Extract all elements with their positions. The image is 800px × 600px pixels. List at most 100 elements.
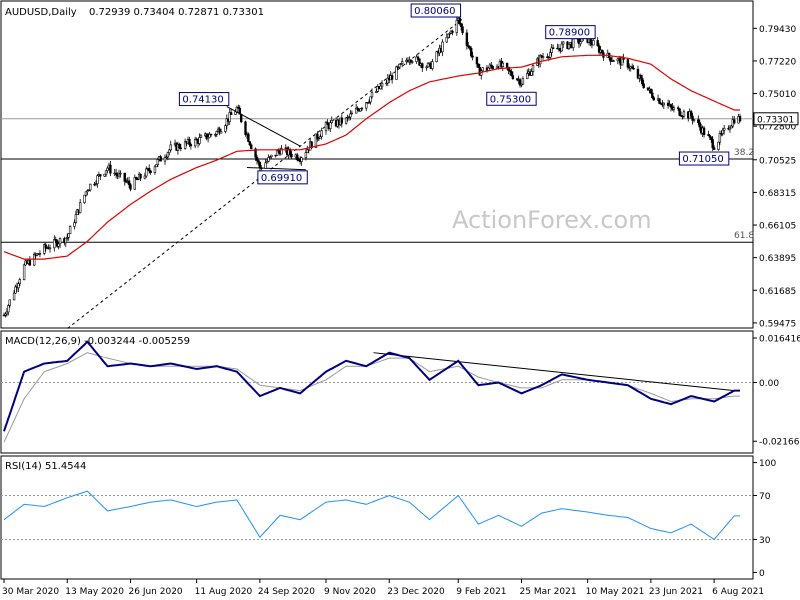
candle bbox=[178, 142, 181, 150]
current-price-tag bbox=[753, 112, 799, 126]
candle bbox=[356, 106, 359, 112]
price-tick-label: 0.70525 bbox=[759, 156, 796, 166]
candle bbox=[106, 166, 109, 174]
candle bbox=[139, 173, 142, 182]
candle bbox=[730, 124, 733, 129]
candle bbox=[84, 191, 88, 197]
price-tick-label: 0.79430 bbox=[759, 25, 796, 35]
candle bbox=[73, 219, 76, 230]
candle bbox=[518, 77, 522, 88]
candle bbox=[722, 124, 726, 135]
candle bbox=[560, 41, 563, 52]
candle bbox=[490, 61, 493, 69]
candle bbox=[360, 106, 364, 112]
candle bbox=[89, 183, 92, 192]
price-panel bbox=[0, 0, 754, 329]
candle bbox=[421, 62, 424, 73]
candle bbox=[7, 304, 10, 316]
candle bbox=[678, 108, 681, 117]
candle bbox=[145, 166, 148, 178]
rsi-label: RSI(14) 51.4544 bbox=[5, 461, 86, 472]
candle bbox=[96, 174, 99, 188]
candle bbox=[155, 164, 158, 168]
macd-tick-label: -0.021665 bbox=[759, 438, 800, 448]
candle bbox=[169, 140, 172, 152]
candle bbox=[501, 61, 505, 71]
candle bbox=[320, 127, 323, 140]
candles bbox=[2, 14, 742, 318]
candle bbox=[379, 83, 382, 90]
price-layer: 38.2 61.8 0.80060 0.78900 0.75300 0.74130 0.69… bbox=[1, 3, 754, 329]
candle bbox=[672, 105, 676, 113]
candle bbox=[446, 33, 450, 39]
candle bbox=[531, 63, 535, 76]
candle bbox=[350, 110, 354, 115]
candle bbox=[326, 119, 329, 125]
candle bbox=[702, 125, 706, 138]
candle bbox=[2, 312, 6, 317]
candle bbox=[188, 136, 191, 147]
candle bbox=[86, 189, 89, 196]
price-tick-label: 0.68315 bbox=[759, 189, 796, 199]
candle bbox=[159, 154, 162, 162]
candle bbox=[662, 102, 666, 110]
rsi-line bbox=[3, 490, 740, 541]
candle bbox=[168, 148, 171, 156]
candle bbox=[317, 137, 321, 142]
candle bbox=[290, 150, 293, 160]
candle bbox=[43, 243, 46, 256]
candle bbox=[616, 57, 620, 65]
svg-text:0.78900: 0.78900 bbox=[549, 28, 590, 39]
candle bbox=[260, 165, 263, 171]
candle bbox=[395, 65, 398, 80]
candle bbox=[468, 45, 471, 51]
candle bbox=[83, 194, 86, 204]
macd-tick-label: 0.00 bbox=[759, 379, 779, 389]
candle bbox=[48, 244, 52, 253]
candle bbox=[78, 198, 82, 214]
candle bbox=[467, 41, 470, 49]
candle bbox=[18, 277, 22, 287]
price-tick-label: 0.72800 bbox=[759, 123, 796, 133]
candle bbox=[411, 60, 414, 64]
candle bbox=[68, 225, 72, 235]
ohlc-values: 0.72939 0.73404 0.72871 0.73301 bbox=[89, 7, 264, 18]
candle bbox=[57, 242, 60, 250]
candle bbox=[718, 130, 722, 145]
candle bbox=[471, 51, 474, 61]
candle bbox=[549, 48, 552, 60]
candle bbox=[691, 112, 694, 125]
price-tick-label: 0.75010 bbox=[759, 90, 796, 100]
candle bbox=[119, 170, 122, 178]
candle bbox=[641, 74, 644, 87]
candle bbox=[340, 114, 344, 128]
candle bbox=[416, 55, 420, 61]
svg-text:0.80060: 0.80060 bbox=[414, 6, 455, 17]
candle bbox=[264, 158, 267, 169]
candle bbox=[22, 263, 26, 281]
candle bbox=[510, 69, 513, 77]
candle bbox=[561, 40, 565, 49]
candle bbox=[708, 133, 712, 140]
candle bbox=[103, 173, 106, 177]
candle bbox=[733, 116, 736, 125]
candle bbox=[481, 67, 484, 73]
candle bbox=[166, 151, 170, 161]
macd-layer bbox=[1, 340, 753, 443]
candle bbox=[698, 119, 701, 131]
candle bbox=[385, 80, 388, 86]
x-tick-label: 24 Sep 2020 bbox=[258, 587, 315, 597]
candle bbox=[206, 132, 210, 143]
candle bbox=[219, 128, 223, 134]
x-tick-label: 10 May 2021 bbox=[586, 587, 645, 597]
x-tick-label: 13 May 2020 bbox=[65, 587, 124, 597]
candle bbox=[639, 73, 643, 81]
candle bbox=[738, 113, 742, 123]
x-tick-label: 23 Dec 2020 bbox=[387, 587, 445, 597]
current-price-tag-label: 0.73301 bbox=[757, 115, 794, 125]
candle bbox=[435, 50, 438, 63]
candle bbox=[218, 126, 221, 136]
candle bbox=[66, 233, 69, 241]
svg-text:0.71050: 0.71050 bbox=[682, 154, 723, 165]
price-annotation: 0.71050 bbox=[678, 151, 730, 166]
